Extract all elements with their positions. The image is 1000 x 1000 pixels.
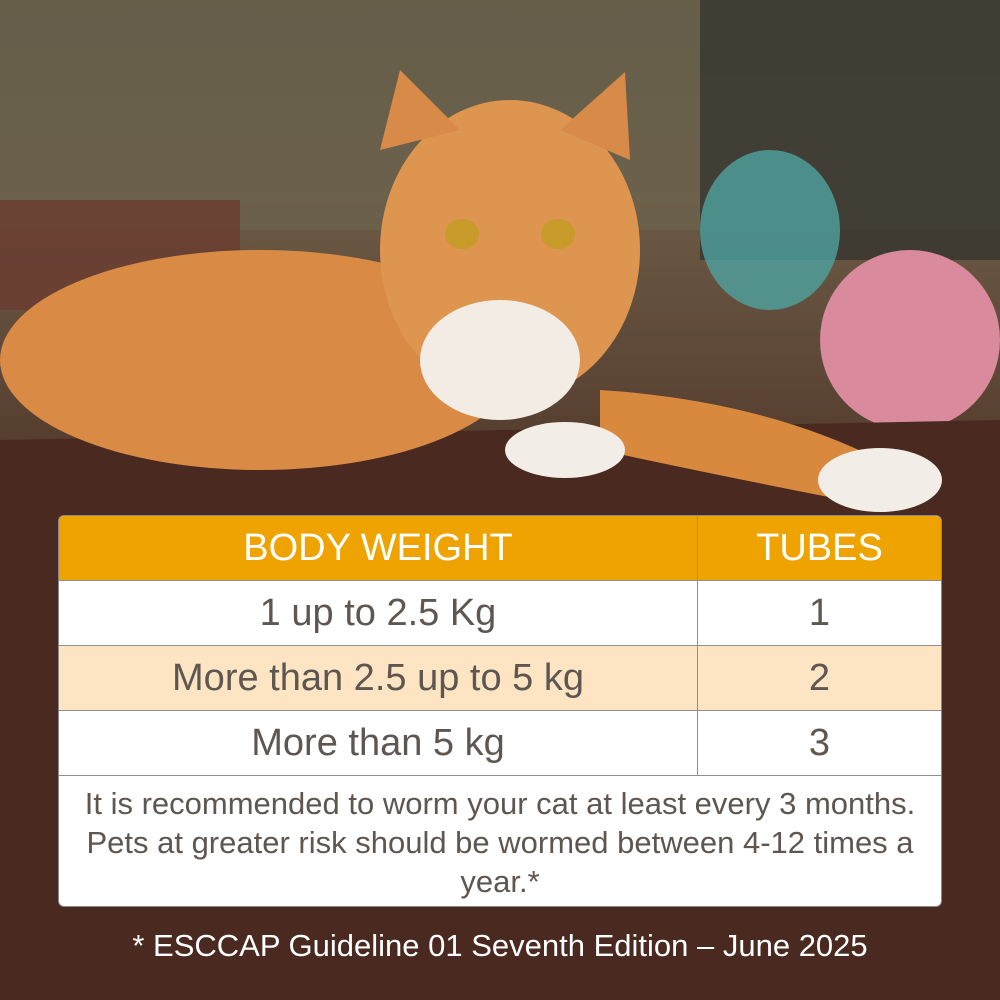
dosage-table: BODY WEIGHT TUBES 1 up to 2.5 Kg 1 More … <box>58 515 942 907</box>
table-row: More than 5 kg 3 <box>59 711 941 776</box>
recommendation-note: It is recommended to worm your cat at le… <box>84 785 916 899</box>
table-row: 1 up to 2.5 Kg 1 <box>59 581 941 646</box>
header-body-weight: BODY WEIGHT <box>59 516 698 580</box>
tubes-cell: 2 <box>808 656 831 699</box>
weight-cell: More than 2.5 up to 5 kg <box>59 646 698 710</box>
footnote: * ESCCAP Guideline 01 Seventh Edition – … <box>132 928 868 963</box>
tubes-cell: 3 <box>808 721 831 764</box>
header-tubes: TUBES <box>756 526 883 569</box>
weight-cell: More than 5 kg <box>59 711 698 775</box>
table-row: More than 2.5 up to 5 kg 2 <box>59 646 941 711</box>
tubes-cell: 1 <box>808 591 831 634</box>
table-header-row: BODY WEIGHT TUBES <box>59 516 941 581</box>
weight-cell: 1 up to 2.5 Kg <box>59 581 698 645</box>
